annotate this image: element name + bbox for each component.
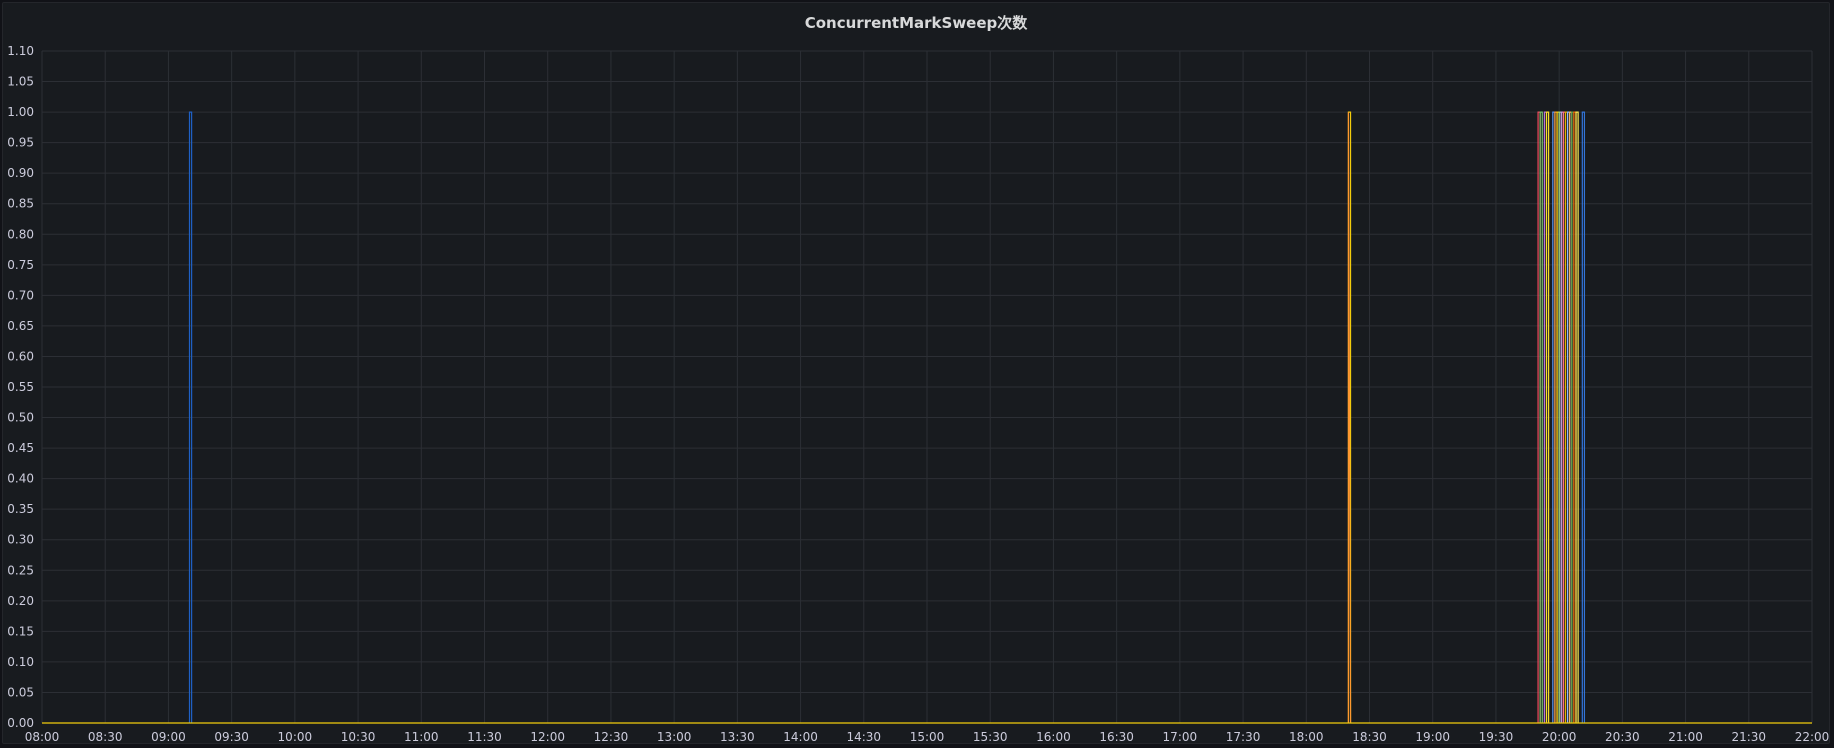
x-axis: 08:00 08:30 09:00 09:30 10:00 10:30 11:00 11:30… <box>25 730 1830 744</box>
x-tick-label: 19:00 <box>1415 730 1450 744</box>
y-tick-label: 0.95 <box>7 136 34 150</box>
y-tick-label: 1.10 <box>7 44 34 58</box>
x-tick-label: 17:00 <box>1163 730 1198 744</box>
y-tick-label: 0.05 <box>7 685 34 699</box>
y-tick-label: 0.90 <box>7 166 34 180</box>
y-tick-label: 0.70 <box>7 288 34 302</box>
chart-series <box>42 111 1812 724</box>
series-line-3 <box>1347 112 1352 724</box>
x-tick-label: 09:30 <box>214 730 249 744</box>
x-tick-label: 09:00 <box>151 730 186 744</box>
x-tick-label: 20:00 <box>1542 730 1577 744</box>
series-line-19 <box>1575 111 1579 723</box>
x-tick-label: 22:00 <box>1795 730 1830 744</box>
y-tick-label: 0.30 <box>7 533 34 547</box>
y-tick-label: 0.35 <box>7 502 34 516</box>
y-tick-label: 0.25 <box>7 563 34 577</box>
x-tick-label: 15:30 <box>973 730 1008 744</box>
x-tick-label: 16:00 <box>1036 730 1071 744</box>
x-tick-label: 08:30 <box>88 730 123 744</box>
series-line-7 <box>1545 111 1550 723</box>
y-tick-label: 0.75 <box>7 258 34 272</box>
x-tick-label: 21:30 <box>1731 730 1766 744</box>
x-tick-label: 10:00 <box>278 730 313 744</box>
x-tick-label: 15:00 <box>910 730 945 744</box>
x-tick-label: 11:00 <box>404 730 439 744</box>
x-tick-label: 19:30 <box>1479 730 1514 744</box>
x-tick-label: 18:30 <box>1352 730 1387 744</box>
x-tick-label: 20:30 <box>1605 730 1640 744</box>
y-tick-label: 0.55 <box>7 380 34 394</box>
y-tick-label: 0.85 <box>7 197 34 211</box>
y-tick-label: 1.05 <box>7 75 34 89</box>
x-tick-label: 08:00 <box>25 730 60 744</box>
x-tick-label: 12:00 <box>530 730 565 744</box>
y-tick-label: 0.60 <box>7 349 34 363</box>
x-tick-label: 13:30 <box>720 730 755 744</box>
x-tick-label: 14:00 <box>783 730 818 744</box>
x-tick-label: 21:00 <box>1668 730 1703 744</box>
y-tick-label: 0.45 <box>7 441 34 455</box>
x-tick-label: 13:00 <box>657 730 692 744</box>
x-tick-label: 12:30 <box>594 730 629 744</box>
y-tick-label: 0.40 <box>7 472 34 486</box>
series-line-1 <box>188 111 193 723</box>
y-tick-label: 0.20 <box>7 594 34 608</box>
series-line-5 <box>1539 111 1543 723</box>
y-tick-label: 0.00 <box>7 716 34 730</box>
series-line-20 <box>1581 111 1586 723</box>
y-tick-label: 0.80 <box>7 227 34 241</box>
y-tick-label: 0.65 <box>7 319 34 333</box>
y-axis: 0.00 0.05 0.10 0.15 0.20 0.25 0.30 0.35 0.40 0.45… <box>7 44 34 730</box>
x-tick-label: 11:30 <box>467 730 502 744</box>
y-tick-label: 1.00 <box>7 105 34 119</box>
chart-grid <box>41 50 1813 724</box>
x-tick-label: 10:30 <box>341 730 376 744</box>
y-tick-label: 0.10 <box>7 655 34 669</box>
y-tick-label: 0.15 <box>7 624 34 638</box>
x-tick-label: 17:30 <box>1226 730 1261 744</box>
x-tick-label: 16:30 <box>1099 730 1134 744</box>
panel-title: ConcurrentMarkSweep次数 <box>804 14 1028 32</box>
y-tick-label: 0.50 <box>7 411 34 425</box>
x-tick-label: 14:30 <box>846 730 881 744</box>
x-tick-label: 18:00 <box>1289 730 1324 744</box>
